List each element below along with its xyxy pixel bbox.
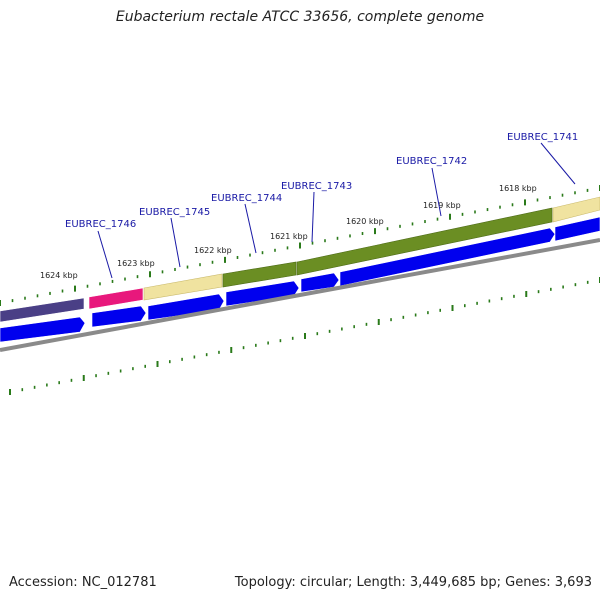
gene-block-olive-large[interactable] — [296, 207, 553, 276]
kbp-label: 1622 kbp — [194, 246, 232, 255]
kbp-label: 1619 kbp — [423, 201, 461, 210]
cds-arrow-4[interactable] — [225, 280, 300, 307]
map-title: Eubacterium rectale ATCC 33656, complete… — [115, 9, 485, 25]
gene-track — [0, 196, 600, 323]
gene-block-magenta[interactable] — [88, 287, 144, 310]
gene-label[interactable]: EUBREC_1745 — [139, 207, 210, 218]
gene-labels: EUBREC_1741 EUBREC_1742 EUBREC_1743 EUBR… — [65, 132, 578, 279]
gene-block-khaki-left[interactable] — [143, 273, 223, 301]
kbp-labels: 1618 kbp 1619 kbp 1620 kbp 1621 kbp 1622… — [40, 184, 537, 280]
outer-tick-row — [0, 185, 600, 306]
kbp-label: 1618 kbp — [499, 184, 537, 193]
accession-text: Accession: NC_012781 — [9, 575, 157, 590]
gene-label[interactable]: EUBREC_1741 — [507, 132, 578, 143]
cds-track — [0, 216, 600, 343]
kbp-label: 1620 kbp — [346, 217, 384, 226]
cds-arrow-2[interactable] — [91, 305, 147, 328]
cds-arrow-3[interactable] — [147, 293, 225, 321]
cds-arrow-7[interactable] — [554, 216, 600, 242]
kbp-label: 1623 kbp — [117, 259, 155, 268]
topology-text: Topology: circular; Length: 3,449,685 bp… — [234, 575, 592, 590]
inner-tick-row — [9, 277, 600, 395]
cds-arrow-1[interactable] — [0, 316, 86, 343]
gene-block-navy[interactable] — [0, 297, 85, 323]
gene-block-khaki-right[interactable] — [552, 196, 600, 223]
genome-backbone — [0, 238, 600, 352]
gene-label[interactable]: EUBREC_1746 — [65, 219, 136, 230]
gene-label[interactable]: EUBREC_1743 — [281, 181, 352, 192]
kbp-label: 1621 kbp — [270, 232, 308, 241]
kbp-label: 1624 kbp — [40, 271, 78, 280]
gene-label[interactable]: EUBREC_1744 — [211, 193, 282, 204]
cds-arrow-5[interactable] — [300, 272, 340, 293]
cds-arrow-6[interactable] — [339, 227, 556, 287]
gene-label[interactable]: EUBREC_1742 — [396, 156, 467, 167]
gene-block-olive-small[interactable] — [222, 261, 297, 288]
